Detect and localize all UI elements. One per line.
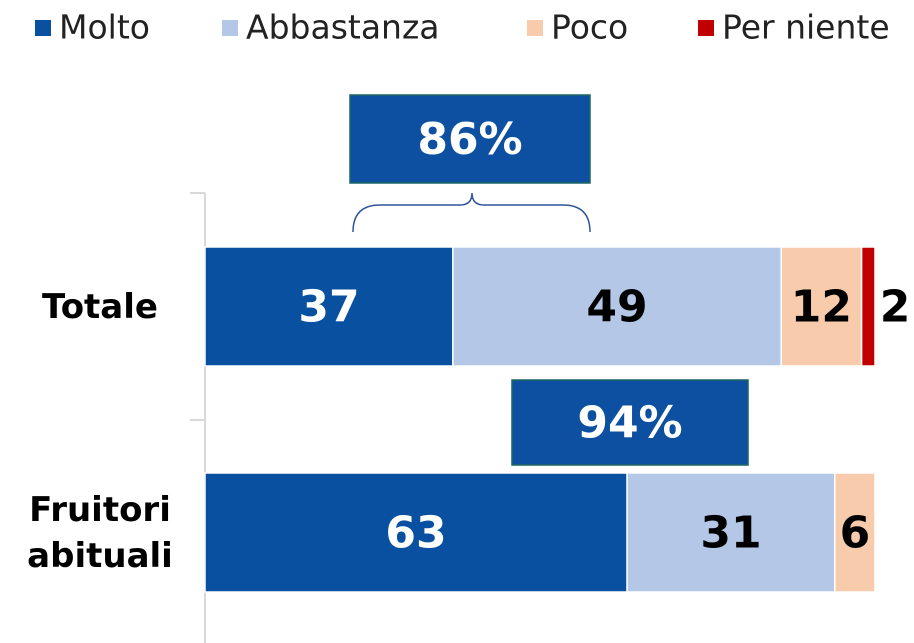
legend-swatch [698, 20, 714, 36]
data-label: 37 [298, 282, 359, 333]
legend-swatch [527, 20, 543, 36]
bar-segment [626, 472, 836, 593]
data-label: 12 [791, 282, 852, 333]
bar-segment [204, 246, 454, 367]
legend-label: Per niente [722, 8, 890, 47]
data-label: 2 [880, 282, 911, 333]
data-label: 63 [385, 508, 446, 559]
annotation-box [349, 94, 591, 184]
annotation-text: 86% [417, 114, 522, 165]
annotation-box [511, 379, 749, 466]
brace [352, 192, 591, 233]
data-label: 31 [700, 508, 761, 559]
bar-segment [452, 246, 782, 367]
category-label: Totale [42, 287, 158, 327]
annotation-text: 94% [577, 398, 682, 449]
data-label: 49 [586, 282, 647, 333]
data-label: 6 [840, 508, 871, 559]
legend-swatch [222, 20, 238, 36]
legend-swatch [35, 20, 51, 36]
legend-label: Poco [551, 8, 628, 47]
category-label: Fruitori abituali [27, 490, 173, 576]
bar-segment [860, 246, 876, 367]
bar-segment [204, 472, 628, 593]
legend-label: Molto [59, 8, 150, 47]
bar-segment [834, 472, 876, 593]
legend-label: Abbastanza [246, 8, 440, 47]
